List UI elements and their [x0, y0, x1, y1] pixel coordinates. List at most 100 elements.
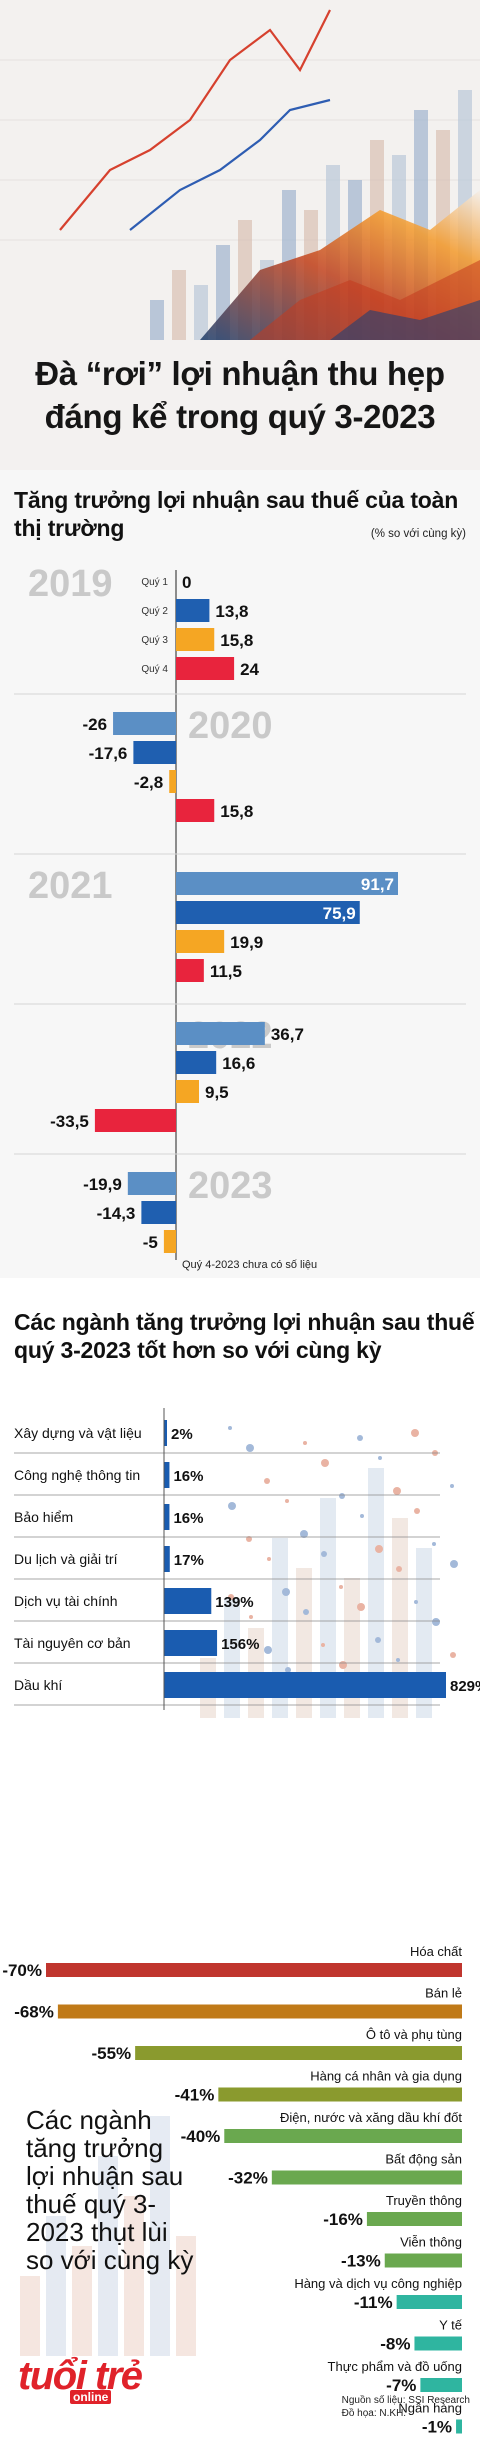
value-label: 15,8	[220, 802, 253, 821]
deco-dot	[396, 1566, 402, 1572]
bar-2022-q4	[94, 1109, 176, 1132]
deco-dot	[450, 1560, 458, 1568]
category-label: Ô tô và phụ tùng	[366, 2027, 462, 2042]
deco-dot	[357, 1435, 363, 1441]
logo-text: tuổi trẻ	[18, 2354, 143, 2398]
graphics-credit: Đồ họa: N.KH.	[341, 2408, 407, 2419]
category-label: Công nghệ thông tin	[14, 1467, 140, 1483]
deco-dot	[411, 1429, 419, 1437]
deco-dot	[339, 1585, 343, 1589]
deco-bar	[224, 1598, 240, 1718]
decline-bar	[224, 2129, 462, 2143]
hero-banner: Đà “rơi” lợi nhuận thu hẹp đáng kể trong…	[0, 0, 480, 470]
category-label: Điện, nước và xăng dầu khí đốt	[280, 2110, 462, 2125]
hero-bar	[150, 300, 164, 340]
decline-bar	[218, 2087, 462, 2102]
deco-dot	[414, 1600, 418, 1604]
decline-bar	[135, 2046, 462, 2060]
improve-bar	[164, 1462, 170, 1488]
value-label: 19,9	[230, 933, 263, 952]
value-label: 15,8	[220, 631, 253, 650]
value-label: 75,9	[323, 904, 356, 923]
deco-bar	[150, 2116, 170, 2356]
quarter-label: Quý 1	[141, 577, 168, 588]
value-label: -41%	[175, 2086, 215, 2105]
category-label: Dịch vụ tài chính	[14, 1593, 118, 1609]
value-label: -13%	[341, 2252, 381, 2271]
improve-bar	[164, 1504, 170, 1530]
improve-bar	[164, 1420, 167, 1446]
value-label: 2%	[171, 1426, 193, 1443]
background-decoration	[20, 2116, 196, 2356]
deco-dot	[228, 1426, 232, 1430]
deco-dot	[450, 1652, 456, 1658]
hero-bar	[172, 270, 186, 340]
value-label: -70%	[2, 1961, 42, 1980]
market-profit-chart-section: 2019 0 Quý 1 13,8 Quý 2 15,8 Quý 3 24 Quý 4 2020 -…	[0, 470, 480, 1278]
bar-2020-q3	[169, 770, 176, 793]
value-label: 16%	[173, 1510, 203, 1527]
deco-dot	[246, 1444, 254, 1452]
value-label: -5	[143, 1233, 158, 1252]
value-label: -2,8	[134, 773, 163, 792]
decline-bar	[366, 2212, 462, 2226]
deco-dot	[228, 1502, 236, 1510]
deco-dot	[264, 1646, 272, 1654]
headline: Đà “rơi” lợi nhuận thu hẹp đáng kể trong…	[35, 355, 445, 435]
deco-dot	[264, 1478, 270, 1484]
bar-2019-q4	[176, 657, 235, 680]
value-label: -19,9	[83, 1175, 122, 1194]
tuoi-tre-logo: tuổi trẻ online	[18, 2354, 143, 2404]
market-profit-chart: 2019 0 Quý 1 13,8 Quý 2 15,8 Quý 3 24 Quý 4 2020 -…	[14, 563, 466, 1271]
bar-2023-q3	[163, 1230, 176, 1253]
improve-bar	[164, 1630, 218, 1656]
decline-bar	[384, 2253, 462, 2268]
bar-2020-q1	[113, 712, 176, 735]
bar-2021-q1	[176, 872, 398, 895]
year-label: 2020	[188, 705, 273, 747]
category-label: Hàng và dịch vụ công nghiệp	[294, 2276, 462, 2291]
category-label: Xây dựng và vật liệu	[14, 1425, 142, 1441]
category-label: Du lịch và giải trí	[14, 1551, 118, 1567]
value-label: -11%	[354, 2293, 393, 2312]
deco-bar	[124, 2196, 144, 2356]
market-chart-title: Tăng trưởng lợi nhuận sau thuế của toàn …	[14, 487, 459, 541]
value-label: -17,6	[89, 744, 128, 763]
quarter-label: Quý 2	[141, 606, 168, 617]
deco-dot	[393, 1487, 401, 1495]
value-label: 11,5	[210, 962, 242, 981]
deco-dot	[450, 1484, 454, 1488]
deco-bar	[368, 1468, 384, 1718]
category-label: Tài nguyên cơ bản	[14, 1635, 131, 1651]
year-label: 2019	[28, 563, 113, 605]
deco-dot	[300, 1530, 308, 1538]
year-label: 2023	[188, 1165, 273, 1207]
value-label: -16%	[323, 2210, 363, 2229]
value-label: 16%	[173, 1468, 203, 1485]
deco-dot	[267, 1557, 271, 1561]
deco-dot	[375, 1545, 383, 1553]
improved-sectors-section: Xây dựng và vật liệu 2% Công nghệ thông ti…	[0, 1278, 480, 1886]
value-label: 9,5	[205, 1083, 229, 1102]
bar-2020-q2	[133, 741, 176, 764]
value-label: 0	[182, 573, 191, 592]
hero-illustration	[0, 0, 480, 340]
deco-dot	[396, 1658, 400, 1662]
improve-bar	[164, 1672, 446, 1698]
category-label: Hóa chất	[410, 1944, 462, 1959]
deco-dot	[432, 1542, 436, 1546]
category-label: Truyền thông	[386, 2193, 462, 2208]
value-label: 156%	[221, 1636, 259, 1653]
logo-sub-text: online	[70, 2390, 112, 2404]
category-label: Hàng cá nhân và gia dụng	[310, 2069, 462, 2084]
deco-dot	[285, 1667, 291, 1673]
quarter-label: Quý 4	[141, 664, 168, 675]
year-label: 2021	[28, 865, 113, 907]
declined-sectors-chart: Hóa chất -70% Bán lẻ -68% Ô tô và phụ tùng -5…	[2, 1944, 463, 2437]
declined-sectors-title: Các ngành tăng trưởng lợi nhuận sau thuế…	[26, 2105, 194, 2275]
category-label: Bảo hiểm	[14, 1509, 73, 1525]
decline-bar	[57, 2004, 463, 2019]
bar-2021-q4	[176, 959, 204, 982]
value-label: 36,7	[271, 1025, 304, 1044]
decline-bar	[420, 2378, 462, 2392]
